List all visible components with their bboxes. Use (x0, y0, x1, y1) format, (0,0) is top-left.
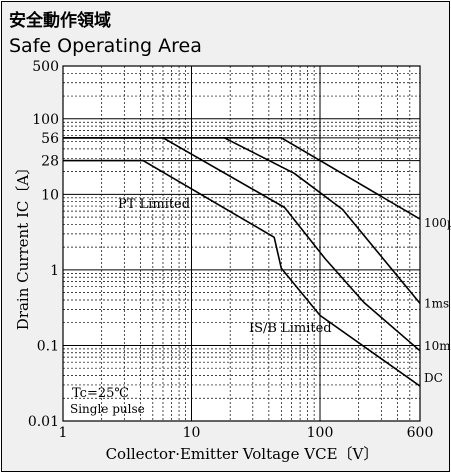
pt-limited-label: PT Limited (118, 197, 190, 212)
condition-pulse: Single pulse (70, 402, 145, 416)
plot-border (62, 65, 421, 422)
y-axis-label: Drain Current IC〔A〕 (14, 160, 32, 330)
y-tick-label: 10 (41, 187, 59, 203)
condition-temperature: Tc=25℃ (72, 386, 129, 401)
isb-limited-label: IS/B Limited (249, 321, 332, 336)
soa-curve-10ms (63, 137, 421, 352)
y-tick-label: 500 (32, 59, 59, 75)
x-axis-label: Collector·Emitter Voltage VCE〔V〕 (106, 445, 379, 463)
soa-curve-dc (63, 159, 421, 387)
y-tick-label: 0.01 (28, 414, 59, 430)
series-label: 10ms (424, 339, 451, 353)
series-label: 100µs (424, 216, 451, 230)
series-label: 1ms (424, 296, 449, 310)
soa-curves (63, 137, 421, 387)
y-tick-label: 56 (41, 131, 59, 147)
x-tick-label: 600 (407, 425, 434, 441)
soa-curve-1ms (63, 137, 421, 304)
y-tick-label: 1 (50, 263, 59, 279)
x-tick-label: 1 (59, 425, 68, 441)
series-labels: 100µs 1ms 10ms DC (424, 216, 451, 385)
x-tick-labels: 1 10 100 600 (59, 425, 434, 441)
series-label: DC (424, 371, 443, 385)
x-tick-label: 10 (183, 425, 201, 441)
x-tick-label: 100 (307, 425, 334, 441)
y-tick-label: 100 (32, 112, 59, 128)
chart-title-japanese: 安全動作領域 (9, 11, 111, 31)
y-tick-label: 0.1 (37, 338, 59, 354)
y-tick-label: 28 (41, 154, 59, 170)
chart-title-english: Safe Operating Area (9, 35, 202, 57)
y-tick-labels: 500 100 56 28 10 1 0.1 0.01 (28, 59, 59, 430)
plot-area (63, 66, 420, 421)
